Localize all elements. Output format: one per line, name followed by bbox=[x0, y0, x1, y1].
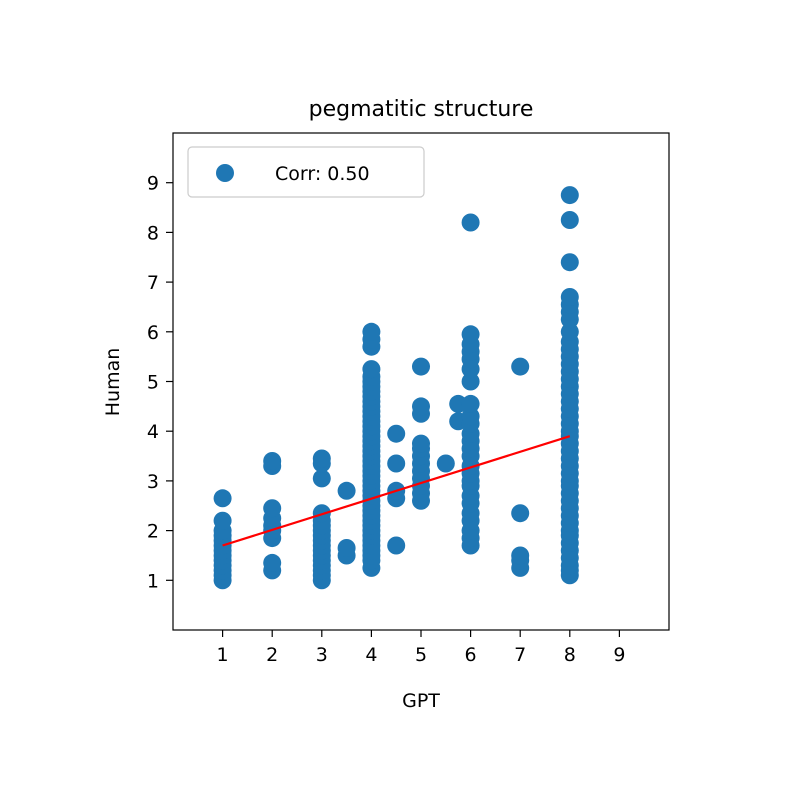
x-tick-label: 3 bbox=[316, 644, 328, 666]
data-point bbox=[412, 357, 430, 376]
data-point bbox=[412, 434, 430, 453]
y-axis-ticks: 1 2 3 4 5 6 7 8 9 bbox=[147, 173, 173, 592]
data-point bbox=[449, 394, 468, 413]
legend-marker bbox=[216, 164, 234, 182]
data-point bbox=[461, 407, 480, 426]
data-point bbox=[560, 288, 579, 306]
fit-line bbox=[222, 435, 571, 547]
y-tick-label: 4 bbox=[147, 421, 159, 443]
x-tick-label: 2 bbox=[266, 644, 278, 666]
chart-title: pegmatitic structure bbox=[309, 97, 534, 122]
data-point bbox=[461, 213, 480, 232]
y-tick-label: 8 bbox=[147, 222, 159, 244]
data-point bbox=[263, 452, 282, 470]
x-tick-label: 1 bbox=[217, 644, 229, 666]
x-tick-label: 9 bbox=[613, 644, 625, 666]
data-point bbox=[461, 372, 480, 391]
data-point bbox=[312, 449, 331, 468]
data-point bbox=[511, 546, 530, 565]
data-point bbox=[412, 397, 430, 416]
x-tick-label: 4 bbox=[365, 644, 377, 666]
data-point bbox=[560, 186, 579, 205]
x-tick-label: 8 bbox=[564, 644, 576, 666]
data-point bbox=[387, 454, 406, 473]
data-point bbox=[436, 454, 455, 473]
data-point bbox=[337, 481, 356, 500]
data-point bbox=[337, 539, 356, 557]
y-tick-label: 7 bbox=[147, 272, 159, 294]
legend: Corr: 0.50 bbox=[187, 146, 425, 198]
y-tick-label: 1 bbox=[147, 570, 159, 592]
y-tick-label: 2 bbox=[147, 521, 159, 543]
data-point bbox=[362, 322, 381, 341]
x-axis-label: GPT bbox=[402, 690, 440, 712]
y-tick-label: 6 bbox=[147, 322, 159, 344]
data-point bbox=[461, 394, 480, 413]
data-point bbox=[560, 253, 579, 272]
legend-label: Corr: 0.50 bbox=[275, 163, 370, 185]
x-tick-label: 6 bbox=[465, 644, 477, 666]
legend-box bbox=[187, 146, 425, 198]
y-axis-label: Human bbox=[102, 348, 124, 417]
data-point bbox=[560, 322, 579, 341]
data-point bbox=[213, 489, 232, 508]
data-point bbox=[387, 424, 406, 443]
data-point bbox=[511, 357, 530, 376]
x-axis-ticks: 1 2 3 4 5 6 7 8 9 bbox=[217, 630, 625, 666]
data-point bbox=[362, 360, 381, 379]
data-point bbox=[263, 499, 282, 518]
y-tick-label: 5 bbox=[147, 372, 159, 394]
data-point bbox=[461, 325, 480, 344]
y-tick-label: 3 bbox=[147, 471, 159, 493]
data-point bbox=[387, 536, 406, 555]
y-tick-label: 9 bbox=[147, 173, 159, 195]
data-point bbox=[511, 504, 530, 523]
data-point bbox=[213, 511, 232, 530]
x-tick-label: 5 bbox=[415, 644, 427, 666]
x-tick-label: 7 bbox=[514, 644, 526, 666]
data-point bbox=[263, 553, 282, 572]
data-point bbox=[560, 211, 579, 229]
data-point bbox=[312, 469, 331, 488]
data-points bbox=[213, 186, 579, 590]
